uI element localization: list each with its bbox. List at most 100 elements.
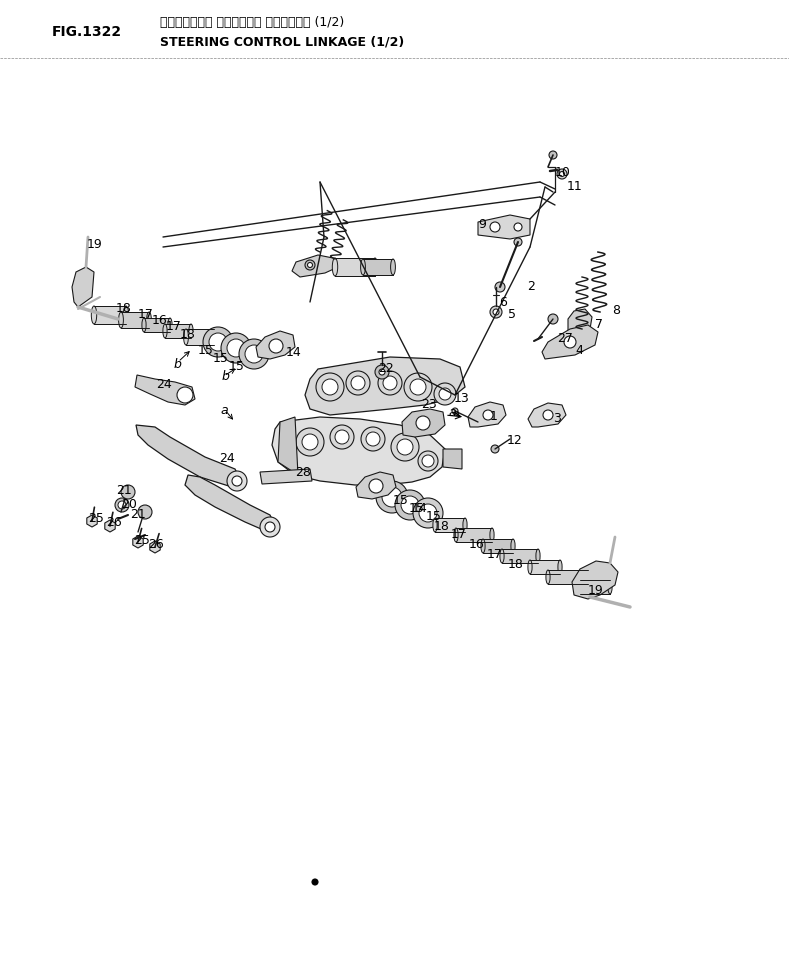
Text: 15: 15 [409,503,424,515]
Polygon shape [468,402,506,427]
Circle shape [305,260,315,270]
Circle shape [557,169,567,179]
Circle shape [296,428,324,456]
Circle shape [245,345,263,363]
Text: FIG.1322: FIG.1322 [52,25,122,39]
Polygon shape [402,409,445,437]
Circle shape [361,427,385,451]
Ellipse shape [481,539,485,553]
Polygon shape [568,309,592,337]
Circle shape [232,476,242,486]
Text: 25: 25 [88,513,104,525]
Ellipse shape [189,324,193,338]
Text: 20: 20 [121,497,136,511]
Bar [483,539,513,553]
Ellipse shape [500,549,504,563]
Text: 10: 10 [555,165,571,179]
Circle shape [416,416,430,430]
Circle shape [397,439,413,455]
Ellipse shape [463,518,467,532]
Circle shape [483,410,493,420]
Text: 15: 15 [393,493,409,507]
Circle shape [418,451,438,471]
Polygon shape [443,449,462,469]
Ellipse shape [211,329,216,345]
Ellipse shape [511,539,515,553]
Circle shape [346,371,370,395]
Polygon shape [305,357,465,415]
Circle shape [410,379,426,395]
Text: 21: 21 [116,484,132,497]
Text: 19: 19 [87,238,103,250]
Text: 17: 17 [166,320,182,334]
Bar [144,318,170,332]
Text: 26: 26 [106,516,122,530]
Text: 9: 9 [478,219,486,231]
Circle shape [391,433,419,461]
Text: 17: 17 [138,308,154,320]
Polygon shape [185,475,275,532]
Text: 27: 27 [557,333,573,345]
Ellipse shape [142,318,146,332]
Circle shape [378,371,402,395]
Circle shape [490,222,500,232]
Polygon shape [150,541,160,553]
Polygon shape [136,425,240,487]
Polygon shape [528,403,566,427]
Ellipse shape [433,518,437,532]
Text: STEERING CONTROL LINKAGE (1/2): STEERING CONTROL LINKAGE (1/2) [160,36,404,48]
Circle shape [543,410,553,420]
Bar [186,329,214,345]
Text: 18: 18 [508,558,524,571]
Circle shape [121,485,135,499]
Circle shape [260,517,280,537]
Text: ステアリング・ コントロール リンケージ・ (1/2): ステアリング・ コントロール リンケージ・ (1/2) [160,15,344,28]
Circle shape [308,262,312,268]
Text: 7: 7 [595,317,603,331]
Text: a: a [220,404,227,418]
Circle shape [491,445,499,453]
Ellipse shape [332,258,338,276]
Circle shape [514,223,522,231]
Polygon shape [356,472,396,499]
Text: 18: 18 [116,303,132,315]
Bar [363,259,393,275]
Circle shape [383,376,397,390]
Text: b: b [174,358,182,370]
Circle shape [312,879,318,885]
Ellipse shape [391,259,395,275]
Ellipse shape [528,560,532,574]
Bar [335,258,375,276]
Circle shape [376,481,408,513]
Circle shape [322,379,338,395]
Text: 14: 14 [412,503,428,515]
Text: 24: 24 [156,377,172,391]
Polygon shape [542,325,598,359]
Circle shape [335,430,349,444]
Circle shape [493,309,499,315]
Circle shape [413,498,443,528]
Polygon shape [256,331,295,359]
Circle shape [549,151,557,159]
Circle shape [239,339,269,369]
Text: 18: 18 [434,520,450,534]
Circle shape [422,455,434,467]
Circle shape [265,522,275,532]
Circle shape [115,498,129,512]
Ellipse shape [118,312,123,328]
Circle shape [227,339,245,357]
Polygon shape [72,267,94,307]
Text: 17: 17 [487,547,503,561]
Circle shape [401,496,419,514]
Text: 13: 13 [454,392,469,404]
Bar [580,580,610,594]
Text: b: b [222,369,230,383]
Ellipse shape [454,528,458,542]
Circle shape [382,487,402,507]
Text: 15: 15 [198,344,214,358]
Text: 4: 4 [575,343,583,357]
Text: 17: 17 [451,529,467,542]
Circle shape [209,333,227,351]
Circle shape [221,333,251,363]
Text: 11: 11 [567,181,583,193]
